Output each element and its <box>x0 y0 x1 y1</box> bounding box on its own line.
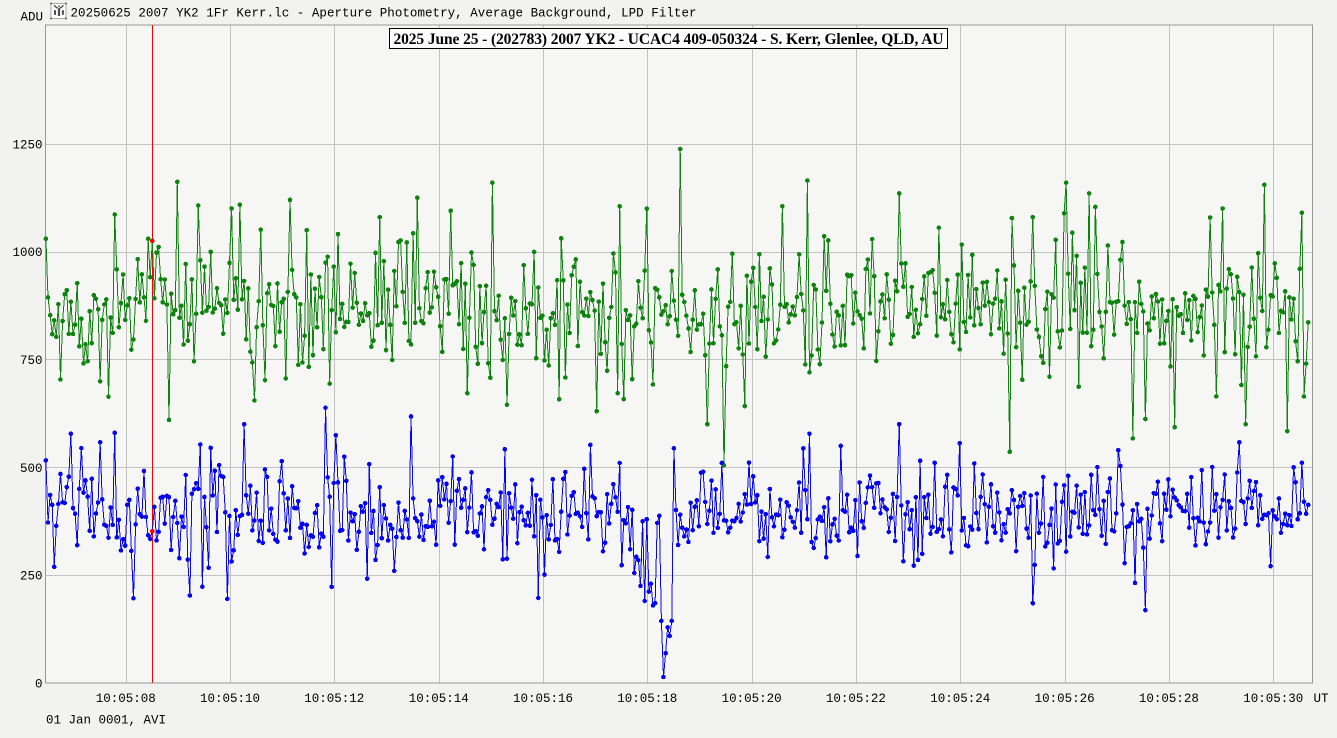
svg-text:01 Jan 0001, AVI: 01 Jan 0001, AVI <box>46 714 166 728</box>
svg-text:10:05:12: 10:05:12 <box>304 692 364 706</box>
svg-text:10:05:22: 10:05:22 <box>826 692 886 706</box>
svg-text:250: 250 <box>20 570 43 584</box>
svg-text:UT: UT <box>1313 692 1329 706</box>
svg-text:20250625 2007 YK2 1Fr Kerr.lc: 20250625 2007 YK2 1Fr Kerr.lc - Aperture… <box>71 7 697 21</box>
svg-text:10:05:14: 10:05:14 <box>409 692 469 706</box>
svg-text:0: 0 <box>35 678 43 692</box>
svg-text:10:05:28: 10:05:28 <box>1139 692 1199 706</box>
svg-text:2025 June 25 - (202783) 2007 Y: 2025 June 25 - (202783) 2007 YK2 - UCAC4… <box>394 31 944 48</box>
svg-text:10:05:10: 10:05:10 <box>200 692 260 706</box>
svg-text:10:05:20: 10:05:20 <box>722 692 782 706</box>
svg-text:1000: 1000 <box>12 246 42 260</box>
svg-text:10:05:08: 10:05:08 <box>96 692 156 706</box>
svg-text:ADU: ADU <box>21 11 44 25</box>
svg-text:10:05:18: 10:05:18 <box>617 692 677 706</box>
svg-text:10:05:26: 10:05:26 <box>1035 692 1095 706</box>
svg-text:500: 500 <box>20 462 43 476</box>
svg-text:10:05:16: 10:05:16 <box>513 692 573 706</box>
svg-text:10:05:30: 10:05:30 <box>1243 692 1303 706</box>
svg-text:10:05:24: 10:05:24 <box>930 692 990 706</box>
svg-text:750: 750 <box>20 354 43 368</box>
svg-text:1250: 1250 <box>12 138 42 152</box>
